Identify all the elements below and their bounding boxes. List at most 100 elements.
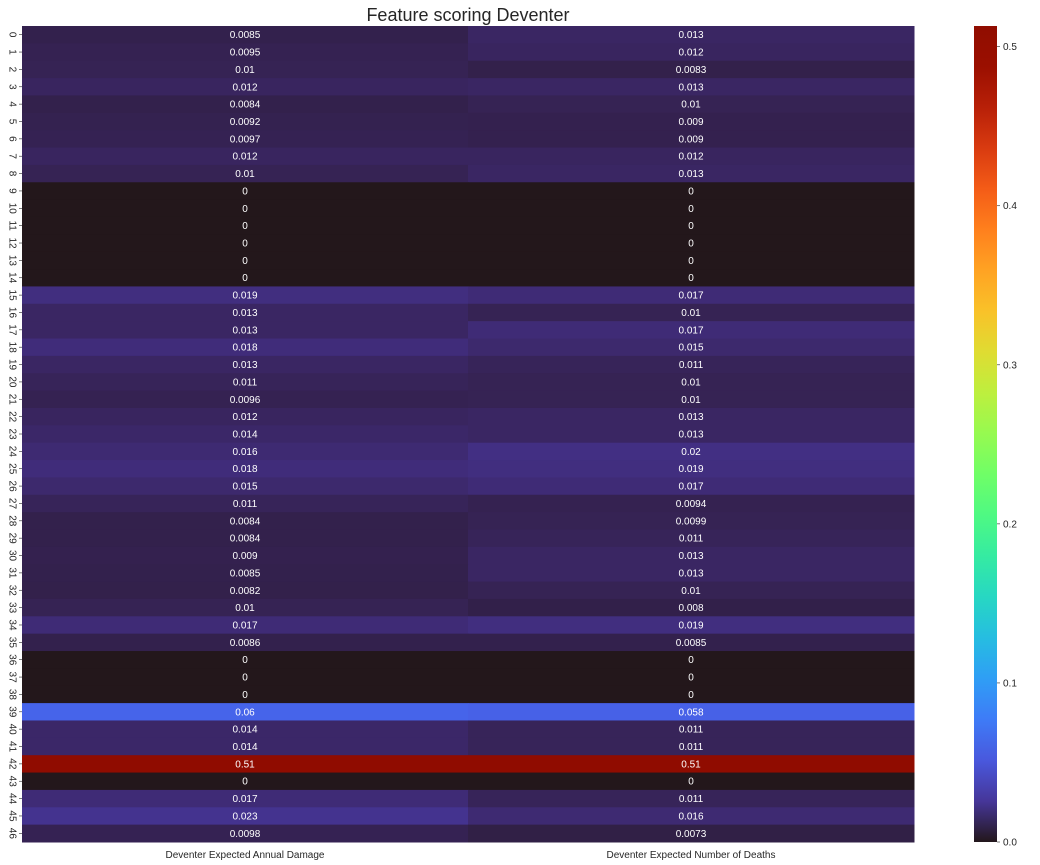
heatmap-cell [468,772,915,791]
heatmap-cell [22,216,469,235]
heatmap-cell [468,216,915,235]
heatmap-cell [22,807,469,826]
cell-value-label: 0.01 [681,586,701,597]
heatmap-cell [22,373,469,392]
heatmap-cell [468,807,915,826]
cell-value-label: 0 [242,673,248,684]
colorbar: 0.0 0.1 0.2 0.3 0.4 0.5 [974,26,1017,849]
cell-value-label: 0.011 [679,725,704,736]
cell-value-label: 0 [242,186,248,197]
row-tick-label: 41 [6,741,17,753]
cell-value-label: 0.01 [235,603,255,614]
heatmap-cell [468,147,915,166]
heatmap-cell [22,303,469,322]
heatmap-cell [468,720,915,739]
cell-value-label: 0 [688,239,694,250]
row-tick-label: 26 [6,481,17,493]
cell-value-label: 0.013 [232,360,257,371]
heatmap-cell [468,737,915,756]
heatmap-cell [22,442,469,461]
cell-value-label: 0.013 [678,30,703,41]
column-tick-labels: Deventer Expected Annual Damage Deventer … [166,850,776,861]
heatmap-cell [468,789,915,808]
heatmap-cell [468,755,915,774]
heatmap-cell [468,234,915,253]
row-tick-label: 7 [6,153,17,159]
cell-value-label: 0.017 [678,291,703,302]
heatmap-cell [468,112,915,131]
cell-value-label: 0.011 [233,499,258,510]
heatmap-cell [22,95,469,114]
cell-value-label: 0.013 [232,325,257,336]
cell-value-label: 0.0096 [230,395,261,406]
heatmap-cell [22,355,469,374]
row-tick-label: 24 [6,446,17,458]
row-tick-labels: 0123456789101112131415161718192021222324… [6,32,22,839]
cell-value-label: 0 [688,673,694,684]
row-tick-label: 23 [6,428,17,440]
cell-value-label: 0.0097 [230,134,261,145]
heatmap-cell [22,616,469,635]
cell-value-label: 0.013 [678,169,703,180]
heatmap-cell [468,703,915,721]
heatmap-cell [22,651,469,669]
row-tick-label: 15 [6,290,17,302]
row-tick-label: 28 [6,515,17,527]
row-tick-label: 0 [6,32,17,38]
heatmap-cell [22,494,469,513]
cell-value-label: 0.0082 [230,586,261,597]
cell-value-label: 0.0084 [230,100,261,111]
cell-value-label: 0.011 [233,377,258,388]
cell-value-label: 0.019 [232,291,257,302]
colorbar-tick-label: 0.5 [1003,42,1017,53]
heatmap-cell [468,338,915,357]
heatmap-cell [22,598,469,617]
cell-value-label: 0.017 [232,794,257,805]
row-tick-label: 43 [6,776,17,788]
heatmap-cell [468,355,915,374]
row-tick-label: 11 [6,220,17,231]
cell-value-label: 0 [242,221,248,232]
heatmap-cell [22,512,469,530]
colorbar-gradient [974,26,997,842]
heatmap-cell [22,477,469,496]
cell-value-label: 0.015 [232,482,257,493]
cell-value-label: 0.009 [678,134,703,145]
cell-value-label: 0.0084 [230,534,261,545]
heatmap-cell [468,460,915,478]
heatmap-cell [22,668,469,687]
cell-value-label: 0.018 [232,464,257,475]
cell-value-label: 0.009 [232,551,257,562]
cell-value-label: 0.015 [678,343,703,354]
heatmap-cell [22,251,469,270]
cell-value-label: 0 [688,204,694,215]
cell-value-label: 0.014 [232,430,257,441]
heatmap-cell [468,407,915,426]
heatmap-cell [22,703,469,721]
cell-value-label: 0.009 [678,117,703,128]
heatmap-cell [468,616,915,635]
cell-value-label: 0.014 [232,725,257,736]
cell-value-label: 0.0084 [230,516,261,527]
cell-value-label: 0.0086 [230,638,261,649]
heatmap-cell [22,460,469,478]
cell-value-label: 0 [242,777,248,788]
row-tick-label: 9 [6,188,17,194]
cell-value-label: 0.01 [681,308,701,319]
row-tick-label: 10 [6,203,17,215]
heatmap-cell [468,546,915,565]
cell-value-label: 0.0073 [676,829,707,840]
heatmap-cell [468,824,915,843]
cell-value-label: 0.013 [678,82,703,93]
cell-value-label: 0 [688,221,694,232]
cell-value-label: 0.0098 [230,829,261,840]
heatmap-cell [22,425,469,444]
cell-value-label: 0.013 [232,308,257,319]
row-tick-label: 32 [6,585,17,597]
cell-value-label: 0.012 [232,152,257,163]
heatmap-cell [22,112,469,131]
heatmap-cell [22,772,469,791]
row-tick-label: 4 [6,101,17,107]
row-tick-label: 1 [6,49,17,55]
heatmap-cell [468,26,915,44]
